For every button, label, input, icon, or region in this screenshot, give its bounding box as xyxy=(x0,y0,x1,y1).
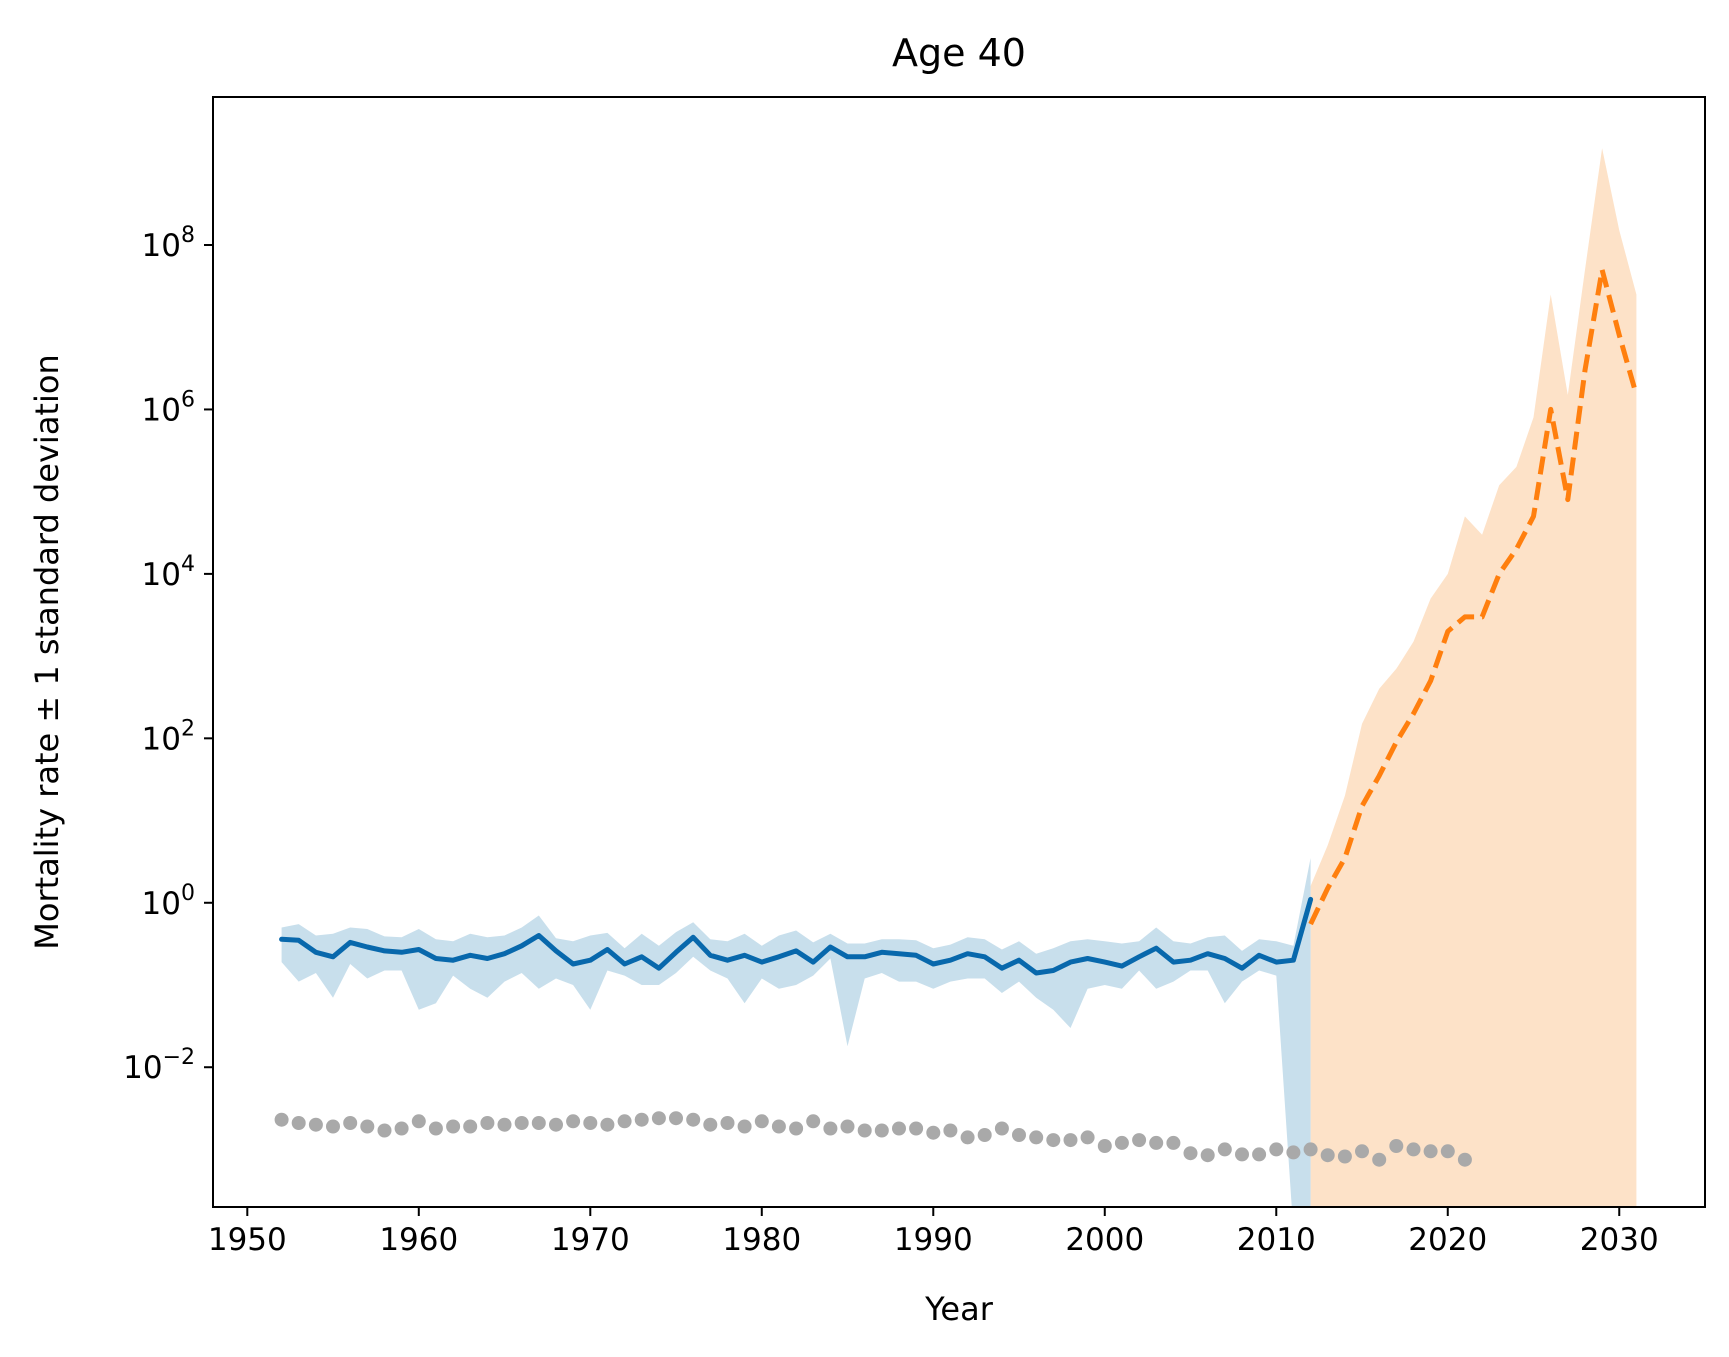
observed-point xyxy=(994,1121,1009,1136)
observed-point xyxy=(651,1111,666,1126)
observed-point xyxy=(463,1119,478,1134)
observed-point xyxy=(497,1117,512,1132)
observed-point xyxy=(600,1117,615,1132)
observed-point xyxy=(737,1119,752,1134)
observed-point xyxy=(1080,1130,1095,1145)
observed-point xyxy=(1046,1133,1061,1148)
observed-point xyxy=(1389,1139,1404,1153)
observed-point xyxy=(274,1112,289,1127)
observed-point xyxy=(1286,1145,1301,1160)
observed-point xyxy=(308,1117,323,1132)
observed-point xyxy=(1029,1130,1044,1145)
observed-point xyxy=(1097,1139,1112,1153)
x-axis: 1950 1960 1970 1980 1990 2000 2010 2020 2030 xyxy=(208,1207,1659,1258)
observed-point xyxy=(840,1119,855,1134)
observed-point xyxy=(1149,1135,1164,1150)
observed-point xyxy=(754,1114,769,1129)
x-tick-label: 1990 xyxy=(894,1222,973,1258)
x-axis-title: Year xyxy=(924,1290,994,1328)
observed-point xyxy=(669,1111,683,1126)
observed-point xyxy=(703,1117,718,1132)
observed-point xyxy=(326,1119,340,1134)
observed-point xyxy=(892,1121,906,1136)
fitted-band xyxy=(281,858,1311,1207)
observed-point xyxy=(1252,1147,1267,1162)
observed-point xyxy=(874,1123,889,1138)
plot-area xyxy=(274,148,1639,1207)
observed-point xyxy=(514,1116,529,1130)
observed-point xyxy=(1235,1147,1249,1162)
observed-point xyxy=(1440,1144,1455,1159)
observed-point xyxy=(1406,1142,1421,1157)
observed-point xyxy=(1200,1148,1215,1163)
observed-point xyxy=(1063,1133,1078,1148)
observed-point xyxy=(1217,1142,1232,1157)
x-tick-label: 1970 xyxy=(551,1222,630,1258)
observed-point xyxy=(977,1128,992,1142)
observed-point xyxy=(1320,1148,1335,1163)
observed-point xyxy=(394,1121,409,1136)
x-tick-label: 2000 xyxy=(1065,1222,1144,1258)
observed-point xyxy=(943,1123,958,1138)
y-tick-label: 104 xyxy=(142,552,195,593)
observed-point xyxy=(446,1119,461,1134)
observed-point xyxy=(720,1116,735,1130)
observed-point xyxy=(1457,1152,1472,1167)
y-tick-label: 100 xyxy=(142,881,195,922)
forecast-band xyxy=(1310,148,1637,1207)
observed-point xyxy=(789,1121,804,1136)
y-axis: 108 106 104 102 100 10−2 xyxy=(123,223,213,1086)
observed-point xyxy=(1355,1144,1369,1159)
observed-point xyxy=(1303,1142,1318,1157)
observed-point xyxy=(1372,1152,1387,1167)
observed-point xyxy=(806,1114,821,1129)
observed-point xyxy=(1423,1144,1438,1159)
x-tick-label: 2030 xyxy=(1580,1222,1659,1258)
forecast-line xyxy=(1308,267,1639,926)
observed-point xyxy=(1012,1128,1026,1142)
y-tick-label: 108 xyxy=(142,223,195,264)
observed-point xyxy=(360,1119,375,1134)
axes-frame xyxy=(212,96,1706,1208)
x-tick-label: 1950 xyxy=(208,1222,287,1258)
x-tick-label: 2020 xyxy=(1408,1222,1487,1258)
observed-point xyxy=(583,1116,598,1130)
x-tick-label: 1980 xyxy=(722,1222,801,1258)
observed-point xyxy=(531,1116,546,1130)
observed-point xyxy=(960,1130,975,1145)
y-tick-label: 10−2 xyxy=(123,1045,195,1086)
y-axis-title: Mortality rate ± 1 standard deviation xyxy=(28,354,66,949)
y-tick-label: 106 xyxy=(142,387,195,428)
chart-title: Age 40 xyxy=(892,31,1026,75)
x-tick-label: 2010 xyxy=(1237,1222,1316,1258)
observed-point xyxy=(1337,1149,1352,1164)
fitted-line xyxy=(279,896,1314,976)
observed-point xyxy=(1183,1146,1198,1161)
observed-point xyxy=(428,1121,443,1136)
observed-point xyxy=(1269,1142,1284,1157)
observed-point xyxy=(771,1119,786,1134)
observed-point xyxy=(377,1123,392,1138)
y-tick-label: 102 xyxy=(142,716,195,757)
observed-point xyxy=(857,1123,872,1138)
observed-point xyxy=(617,1114,632,1129)
observed-point xyxy=(634,1112,649,1127)
observed-point xyxy=(291,1116,306,1130)
observed-point xyxy=(686,1112,701,1127)
x-tick-label: 1960 xyxy=(379,1222,458,1258)
observed-point xyxy=(480,1116,495,1130)
observed-point xyxy=(909,1121,924,1136)
observed-point xyxy=(926,1125,941,1140)
observed-point xyxy=(823,1121,838,1136)
observed-point xyxy=(566,1114,581,1129)
observed-point xyxy=(549,1117,563,1132)
observed-point xyxy=(1132,1133,1147,1148)
observed-point xyxy=(1114,1135,1129,1150)
observed-point xyxy=(1166,1135,1181,1150)
observed-point xyxy=(343,1116,358,1130)
observed-point xyxy=(411,1114,426,1129)
